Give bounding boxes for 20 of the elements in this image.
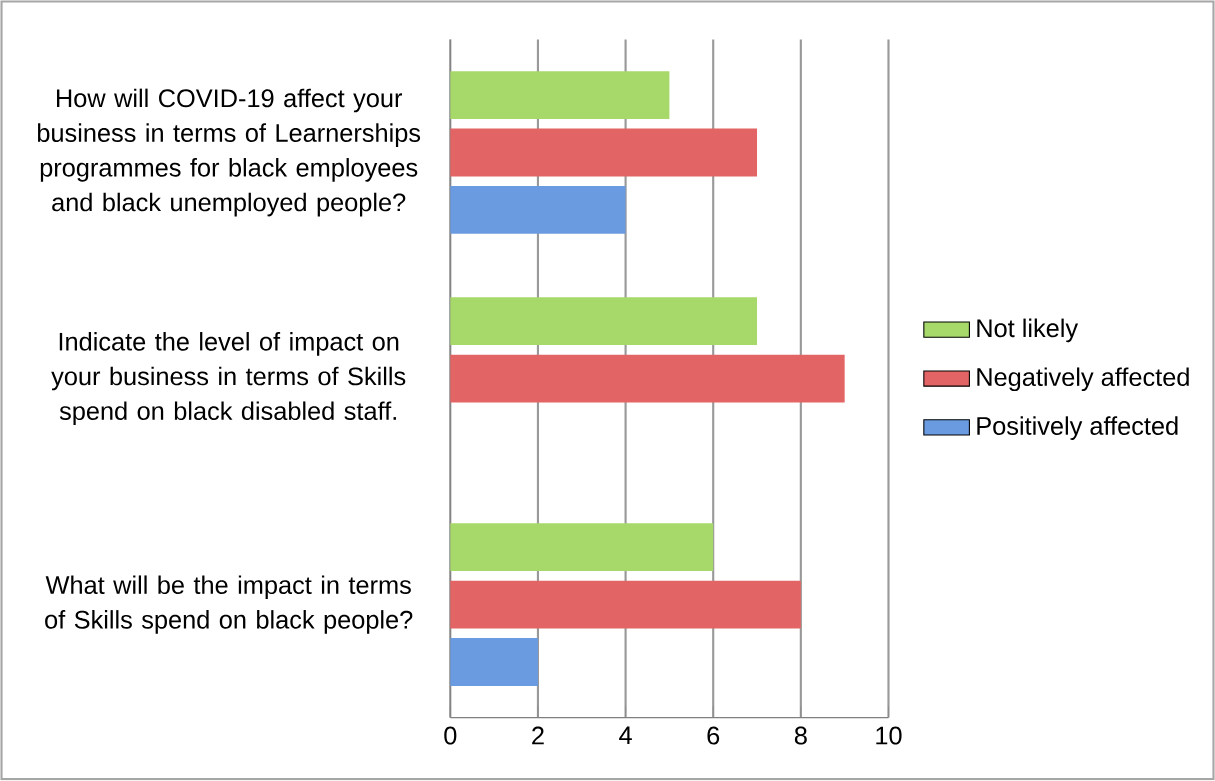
bar [450,128,758,177]
legend-label: Negatively affected [977,367,1189,392]
legend-label: Not likely [977,318,1079,343]
bar [450,71,670,120]
x-tick-label: 8 [794,726,807,745]
bar [450,523,714,572]
x-tick-label: 0 [444,726,457,745]
bar [450,638,538,687]
x-tick-label: 10 [876,726,902,745]
x-tick-label: 6 [707,726,720,745]
bar [450,186,626,235]
y-tick-label: What will be the impact in terms of Skills spend on black people? [45,575,413,634]
bar [450,354,845,403]
bar [450,580,801,629]
y-tick-label: Indicate the level of impact on your business in terms of Skills spend on black disabled staff. [51,332,406,426]
bar [450,297,758,346]
x-tick-label: 2 [532,726,544,745]
x-tick-label: 4 [619,726,632,745]
y-tick-label: How will COVID-19 affect your business in terms of Learnerships programmes for black employees and black unemployed people? [37,88,421,217]
legend-label: Positively affected [977,416,1178,441]
